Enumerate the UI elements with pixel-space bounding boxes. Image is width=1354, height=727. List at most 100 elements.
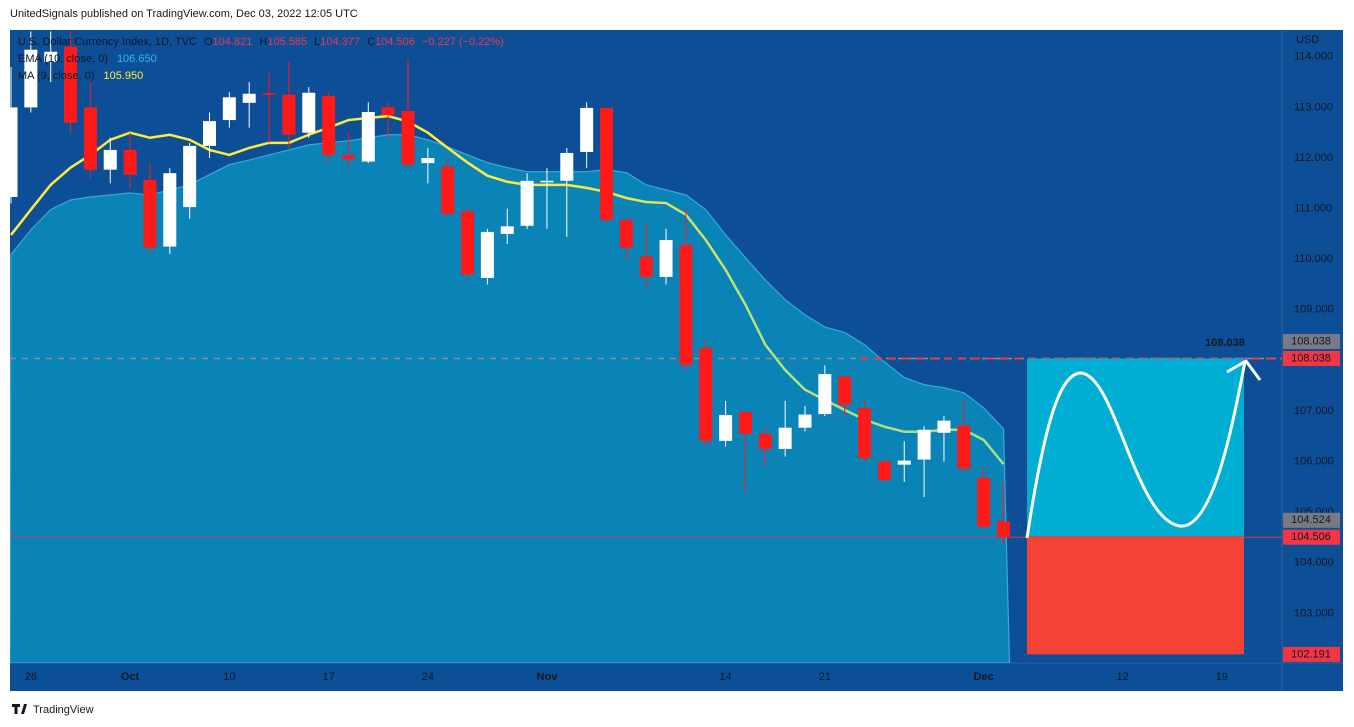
- candle-body: [540, 180, 554, 183]
- close-label: C: [367, 36, 375, 48]
- tradingview-logo: TradingView: [12, 704, 94, 716]
- candle-body: [937, 420, 951, 433]
- candle-body: [10, 107, 18, 197]
- price-badge: [1283, 646, 1340, 662]
- candle-body: [679, 245, 693, 365]
- candle-body: [103, 149, 117, 170]
- candle-body: [183, 145, 197, 208]
- candle-body: [778, 427, 792, 449]
- candle-body: [798, 414, 812, 428]
- y-tick-label: 107.000: [1294, 405, 1334, 417]
- price-badge-label: 104.506: [1291, 531, 1331, 543]
- ma-line: [10, 114, 1005, 465]
- y-tick-label: 114.000: [1294, 51, 1333, 63]
- candle-body: [600, 107, 613, 220]
- candle-body: [619, 219, 633, 248]
- position-stop-zone: [1027, 536, 1244, 655]
- footer-brand: TradingView: [33, 704, 94, 716]
- candle-body: [957, 425, 971, 469]
- x-tick-label: 24: [422, 671, 434, 683]
- target-big-label: 108.038: [1205, 337, 1245, 349]
- candle-body: [302, 92, 316, 133]
- candle-body: [322, 95, 336, 155]
- legend-ma: MA (9, close, 0) 105.950: [18, 70, 143, 82]
- forecast-arrowhead: [1226, 359, 1262, 381]
- candle-body: [262, 93, 276, 95]
- forecast-curve: [1025, 361, 1247, 539]
- x-tick-label: 21: [819, 671, 831, 683]
- ma-value: 105.950: [103, 70, 143, 82]
- x-tick-label: 17: [322, 671, 334, 683]
- candle-body: [520, 180, 534, 226]
- y-tick-label: 106.000: [1294, 456, 1334, 468]
- price-badge: [1283, 529, 1340, 545]
- low-label: L: [314, 36, 320, 48]
- open-label: O: [204, 36, 213, 48]
- candle-body: [500, 226, 514, 234]
- low-value: 104.377: [320, 36, 360, 48]
- candle-body: [44, 51, 58, 62]
- legend-symbol: U.S. Dollar Currency Index, 1D, TVC O104…: [18, 36, 504, 48]
- y-tick-label: 112.000: [1294, 152, 1333, 164]
- candle-body: [560, 152, 574, 181]
- candle-body: [83, 107, 97, 170]
- price-badge-label: 104.524: [1291, 514, 1331, 526]
- price-badge: [1283, 333, 1340, 349]
- candle-body: [738, 412, 752, 434]
- open-value: 104.821: [213, 36, 253, 48]
- candle-body: [659, 239, 673, 277]
- candle-body: [639, 256, 653, 277]
- y-tick-label: 103.000: [1294, 607, 1334, 619]
- x-tick-label: 19: [1216, 671, 1228, 683]
- legend-ema: EMA (10, close, 0) 106.650: [18, 53, 157, 65]
- price-badge-label: 108.038: [1291, 335, 1331, 347]
- y-tick-label: 113.000: [1294, 101, 1333, 113]
- ema-name: EMA (10, close, 0): [18, 53, 108, 65]
- candle-body: [719, 415, 733, 441]
- candle-body: [838, 376, 852, 405]
- candle-body: [222, 97, 236, 121]
- candle-body: [421, 158, 435, 164]
- x-tick-label: 12: [1116, 671, 1128, 683]
- plot-area: [10, 31, 1282, 663]
- y-tick-label: 110.000: [1294, 253, 1333, 265]
- price-badge-label: 108.038: [1291, 352, 1331, 364]
- candle-body: [381, 107, 395, 116]
- candle-body: [480, 231, 494, 278]
- x-tick-label: Oct: [121, 671, 140, 683]
- candle-body: [877, 461, 891, 480]
- change: −0.227 (−0.22%): [422, 36, 504, 48]
- candle-body: [341, 154, 355, 160]
- candle-body: [699, 347, 713, 441]
- candle-body: [64, 46, 78, 123]
- candle-body: [997, 521, 1010, 538]
- publisher-header: UnitedSignals published on TradingView.c…: [10, 8, 358, 20]
- high-label: H: [259, 36, 267, 48]
- y-tick-label: 111.000: [1294, 203, 1332, 215]
- candle-body: [143, 179, 157, 248]
- ema-value: 106.650: [117, 53, 157, 65]
- price-axis-unit: USD: [1296, 34, 1319, 46]
- y-tick-label: 104.000: [1294, 557, 1334, 569]
- candle-body: [818, 374, 832, 415]
- price-badge-label: 102.191: [1291, 648, 1331, 660]
- candle-body: [282, 94, 296, 135]
- candle-body: [758, 433, 772, 449]
- price-badge: [1283, 350, 1340, 366]
- candle-body: [461, 211, 475, 275]
- candle-body: [401, 110, 415, 165]
- x-tick-label: 14: [719, 671, 731, 683]
- overlay: 108.038: [1025, 337, 1262, 655]
- x-tick-label: 26: [25, 671, 37, 683]
- price-badge: [1283, 512, 1340, 528]
- candle-body: [24, 49, 38, 108]
- x-tick-label: Dec: [974, 671, 994, 683]
- high-value: 105.585: [267, 36, 307, 48]
- candle-body: [580, 107, 594, 152]
- candle-body: [858, 407, 872, 459]
- candle-body: [897, 460, 911, 465]
- symbol: U.S. Dollar Currency Index, 1D, TVC: [18, 36, 197, 48]
- ma-name: MA (9, close, 0): [18, 70, 94, 82]
- candle-body: [242, 93, 256, 103]
